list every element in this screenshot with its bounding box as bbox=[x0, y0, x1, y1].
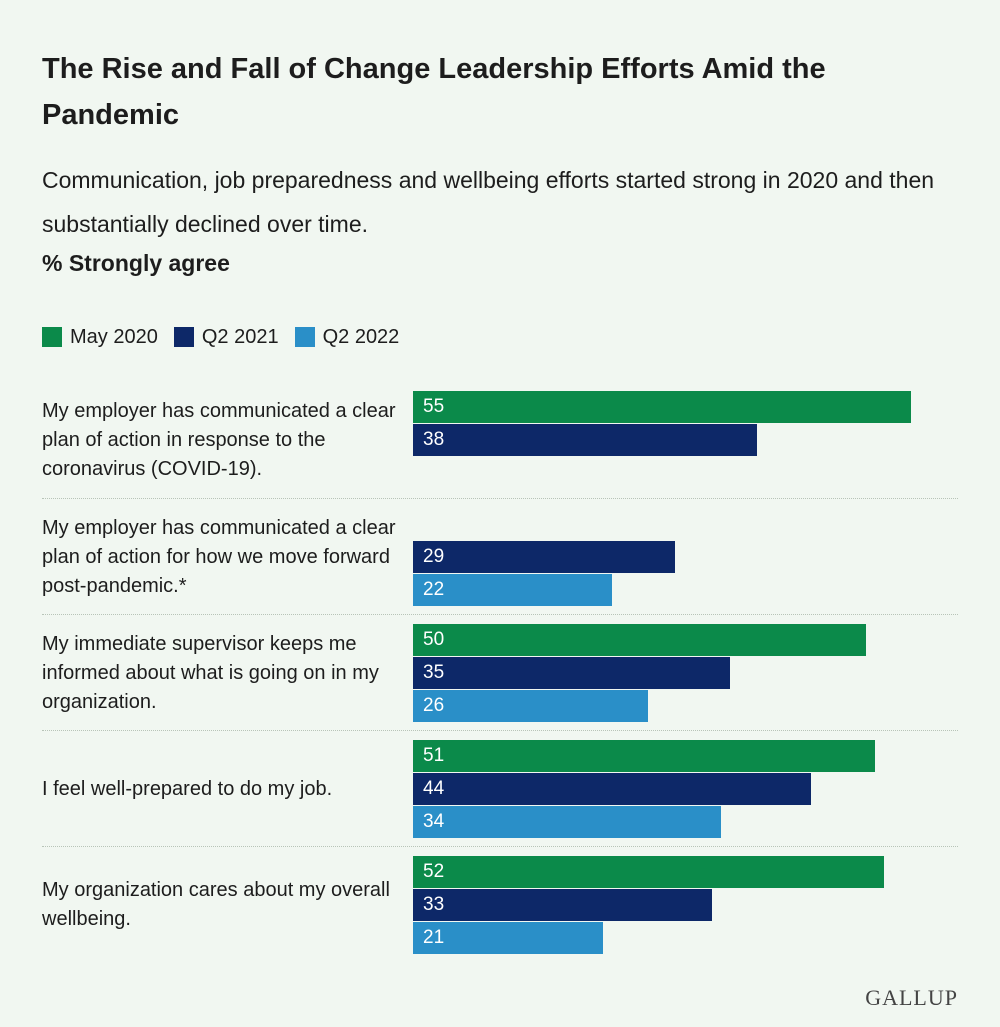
bar-value-label: 51 bbox=[423, 745, 445, 766]
bar: 29 bbox=[413, 541, 676, 573]
chart-title: The Rise and Fall of Change Leadership E… bbox=[42, 53, 826, 131]
measure-label: % Strongly agree bbox=[42, 250, 230, 276]
legend: May 2020 Q2 2021 Q2 2022 bbox=[42, 322, 415, 352]
chart-subtitle: Communication, job preparedness and well… bbox=[42, 167, 935, 237]
bar: 33 bbox=[413, 889, 712, 921]
bar-value-label: 29 bbox=[423, 546, 445, 567]
group-divider bbox=[42, 730, 958, 731]
bar-value-label: 33 bbox=[423, 894, 445, 915]
legend-item: May 2020 bbox=[42, 326, 158, 349]
bar: 38 bbox=[413, 424, 757, 456]
legend-label: Q2 2022 bbox=[322, 325, 400, 348]
category-label: My employer has communicated a clear pla… bbox=[42, 399, 396, 480]
legend-item: Q2 2022 bbox=[294, 325, 400, 349]
group-divider bbox=[42, 498, 958, 499]
bar: 34 bbox=[413, 806, 721, 838]
legend-swatch bbox=[42, 327, 62, 347]
bar-value-label: 34 bbox=[423, 811, 445, 832]
category-label: My employer has communicated a clear pla… bbox=[42, 516, 396, 597]
group-divider bbox=[42, 846, 958, 847]
bar-value-label: 52 bbox=[423, 861, 445, 882]
bar: 22 bbox=[413, 574, 613, 606]
bar-value-label: 55 bbox=[423, 396, 445, 417]
bar: 26 bbox=[413, 690, 649, 722]
legend-swatch bbox=[294, 327, 315, 347]
bar: 51 bbox=[413, 740, 875, 772]
legend-label: Q2 2021 bbox=[201, 325, 279, 348]
legend-swatch bbox=[173, 327, 194, 347]
bar-value-label: 50 bbox=[423, 629, 445, 650]
bar-value-label: 26 bbox=[423, 695, 445, 716]
category-label: My immediate supervisor keeps me informe… bbox=[42, 632, 379, 713]
category-label: I feel well-prepared to do my job. bbox=[42, 777, 333, 800]
bar: 55 bbox=[413, 391, 911, 423]
bar-value-label: 21 bbox=[423, 927, 445, 948]
bar: 21 bbox=[413, 922, 604, 954]
bar: 44 bbox=[413, 773, 812, 805]
gallup-logo: GALLUP bbox=[865, 985, 958, 1010]
bar-value-label: 35 bbox=[423, 662, 445, 683]
legend-item: Q2 2021 bbox=[173, 325, 279, 349]
bar-value-label: 44 bbox=[423, 778, 445, 799]
bar: 52 bbox=[413, 856, 884, 888]
category-label: My organization cares about my overall w… bbox=[42, 879, 390, 930]
bar: 50 bbox=[413, 624, 866, 656]
legend-label: May 2020 bbox=[70, 325, 158, 348]
bar-value-label: 22 bbox=[423, 579, 445, 600]
bar-value-label: 38 bbox=[423, 429, 445, 450]
bar: 35 bbox=[413, 657, 730, 689]
group-divider bbox=[42, 614, 958, 615]
